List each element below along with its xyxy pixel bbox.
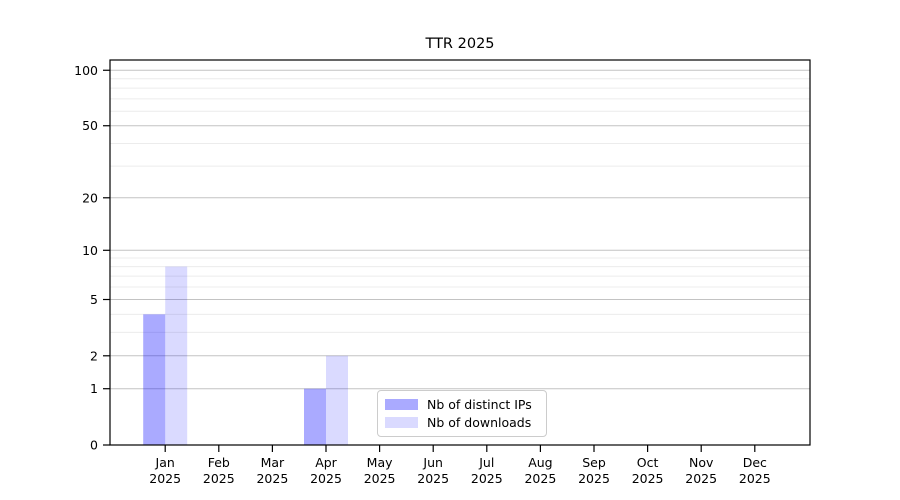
- legend: Nb of distinct IPs Nb of downloads: [377, 390, 547, 437]
- bar-apr-series0: [304, 388, 326, 445]
- legend-label-distinct-ips: Nb of distinct IPs: [427, 396, 532, 412]
- y-tick-label: 100: [74, 63, 98, 78]
- bar-jan-series1: [165, 266, 188, 445]
- legend-label-downloads: Nb of downloads: [427, 415, 532, 431]
- x-tick-label-oct: Oct 2025: [632, 455, 664, 486]
- chart-title: TTR 2025: [425, 36, 495, 52]
- x-tick-label-may: May 2025: [364, 455, 396, 486]
- y-tick-label: 10: [82, 243, 98, 258]
- x-tick-label-jul: Jul 2025: [471, 455, 503, 486]
- bar-apr-series1: [326, 355, 348, 445]
- x-tick-label-feb: Feb 2025: [203, 455, 235, 486]
- x-tick-label-nov: Nov 2025: [685, 455, 717, 486]
- bar-jan-series0: [143, 314, 166, 445]
- x-tick-label-mar: Mar 2025: [256, 455, 288, 486]
- legend-swatch-downloads-icon: [385, 417, 418, 429]
- plot-border: [109, 59, 811, 446]
- legend-swatch-distinct-ips-icon: [385, 398, 418, 410]
- y-tick-label: 1: [90, 381, 98, 396]
- y-tick-label: 2: [90, 348, 98, 363]
- x-tick-label-jun: Jun 2025: [417, 455, 449, 486]
- legend-item-downloads: Nb of downloads: [385, 415, 540, 430]
- x-tick-label-dec: Dec 2025: [739, 455, 771, 486]
- y-tick-label: 50: [82, 118, 98, 133]
- x-tick-label-aug: Aug 2025: [524, 455, 556, 486]
- legend-item-distinct-ips: Nb of distinct IPs: [385, 397, 540, 412]
- y-tick-label: 0: [90, 438, 98, 453]
- y-tick-label: 20: [82, 190, 98, 205]
- x-tick-label-sep: Sep 2025: [578, 455, 610, 486]
- x-tick-label-jan: Jan 2025: [149, 455, 181, 486]
- x-tick-label-apr: Apr 2025: [310, 455, 342, 486]
- y-tick-label: 5: [90, 292, 98, 307]
